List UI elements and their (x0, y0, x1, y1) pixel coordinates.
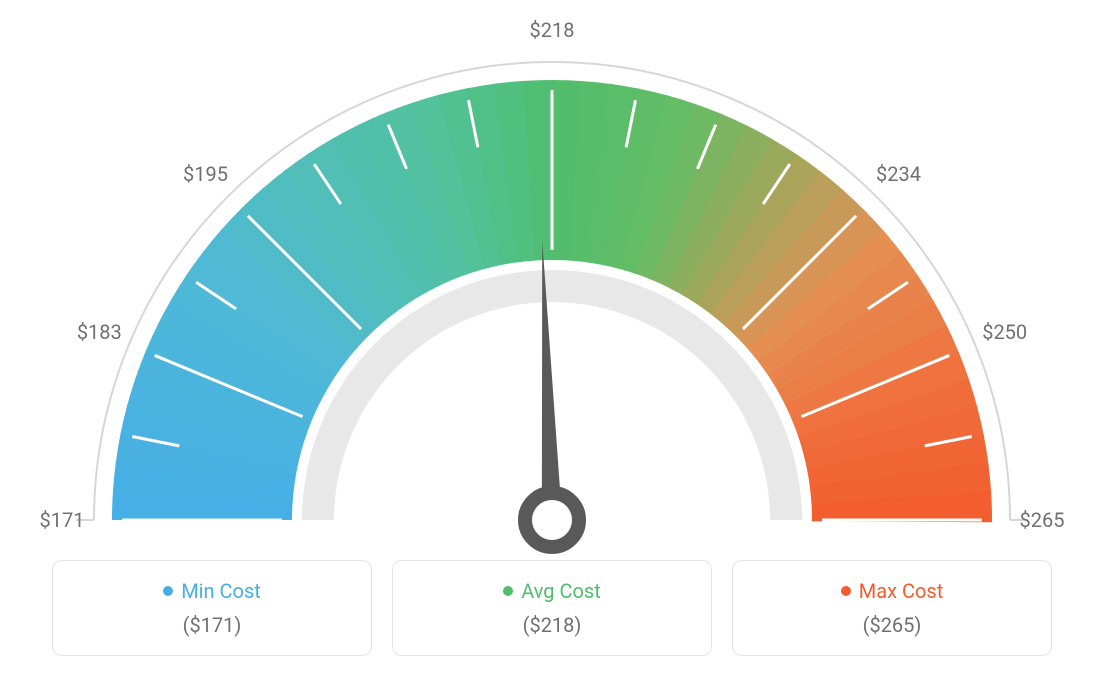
gauge: $171 $183 $195 $218 $234 $250 $265 (42, 20, 1062, 560)
gauge-tick-label: $265 (1020, 508, 1065, 532)
gauge-tick-label: $250 (982, 320, 1027, 344)
legend-value: ($218) (523, 613, 582, 637)
gauge-needle-hub (525, 493, 579, 547)
legend-title: Min Cost (163, 579, 261, 603)
gauge-tick-label: $171 (40, 508, 85, 532)
legend-label: Avg Cost (521, 579, 601, 603)
chart-container: $171 $183 $195 $218 $234 $250 $265 Min Cost ($1… (0, 0, 1104, 690)
legend-value: ($171) (183, 613, 242, 637)
legend-row: Min Cost ($171) Avg Cost ($218) Max Cost ($26… (40, 560, 1064, 656)
gauge-tick-label: $234 (876, 162, 921, 186)
legend-title: Max Cost (841, 579, 944, 603)
legend-card-min: Min Cost ($171) (52, 560, 372, 656)
legend-card-avg: Avg Cost ($218) (392, 560, 712, 656)
gauge-tick-label: $195 (183, 162, 228, 186)
legend-label: Max Cost (859, 579, 944, 603)
legend-label: Min Cost (181, 579, 261, 603)
legend-title: Avg Cost (503, 579, 601, 603)
gauge-tick-label: $183 (77, 320, 122, 344)
legend-dot-icon (503, 586, 513, 596)
gauge-tick-label: $218 (530, 18, 575, 42)
legend-dot-icon (841, 586, 851, 596)
legend-value: ($265) (863, 613, 922, 637)
legend-card-max: Max Cost ($265) (732, 560, 1052, 656)
legend-dot-icon (163, 586, 173, 596)
